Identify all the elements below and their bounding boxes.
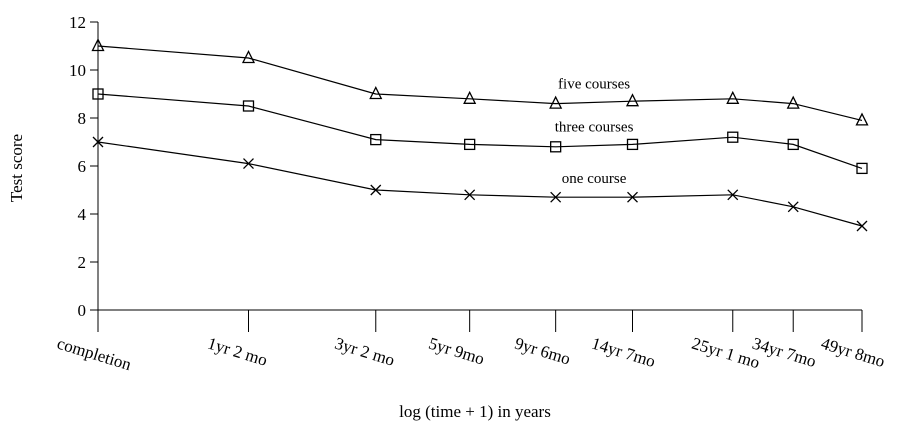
square-marker [727, 131, 739, 143]
x-tick-label: 3yr 2 mo [333, 334, 397, 370]
series-label: five courses [558, 76, 630, 92]
series-line [97, 93, 863, 169]
y-tick-label: 6 [78, 157, 87, 176]
series-layer: five courses three courses one course [91, 38, 869, 232]
y-axis-title: Test score [7, 134, 26, 202]
series-three-courses: three courses [92, 88, 868, 175]
x-marker [627, 191, 638, 203]
x-marker [92, 136, 104, 148]
triangle-marker [855, 112, 869, 126]
triangle-marker [625, 93, 640, 107]
x-tick-label: completion [55, 334, 134, 375]
square-marker [464, 138, 476, 151]
series-label: three courses [555, 120, 634, 136]
series-line [97, 45, 863, 121]
square-marker [550, 141, 562, 153]
square-marker [626, 138, 639, 151]
x-axis-title: log (time + 1) in years [399, 402, 551, 421]
triangle-marker [91, 38, 105, 52]
x-tick-label: 5yr 9mo [426, 334, 486, 369]
x-marker [856, 220, 868, 232]
square-marker [242, 100, 255, 112]
x-marker [727, 189, 739, 201]
triangle-marker [549, 95, 563, 109]
series-one-course: one course [92, 136, 868, 232]
y-tick-label: 4 [78, 205, 87, 224]
x-marker [370, 184, 382, 196]
y-tick-label: 12 [69, 13, 86, 32]
square-marker [856, 162, 868, 175]
y-tick-label: 10 [69, 61, 86, 80]
x-marker [787, 201, 799, 213]
x-tick-label: 34yr 7mo [750, 334, 818, 371]
triangle-marker [726, 90, 740, 104]
x-tick-label: 25yr 1 mo [690, 334, 762, 373]
x-tick-label: 9yr 6mo [512, 334, 572, 369]
x-tick-label: 14yr 7mo [589, 334, 657, 371]
x-tick-label: 49yr 8mo [819, 334, 887, 371]
y-tick-label: 8 [78, 109, 87, 128]
triangle-marker [241, 50, 256, 64]
square-marker [370, 133, 382, 146]
y-tick-label: 0 [78, 301, 87, 320]
x-tick-label: 1yr 2 mo [205, 334, 269, 370]
square-marker [787, 138, 799, 151]
triangle-marker [369, 86, 383, 100]
x-marker [464, 189, 476, 201]
triangle-marker [786, 95, 800, 109]
x-marker [243, 158, 254, 170]
series-line [97, 141, 863, 227]
series-five-courses: five courses [91, 38, 869, 126]
series-label: one course [562, 171, 627, 187]
square-marker [92, 88, 104, 100]
triangle-marker [463, 90, 477, 104]
x-marker [550, 191, 562, 203]
y-tick-label: 2 [78, 253, 87, 272]
